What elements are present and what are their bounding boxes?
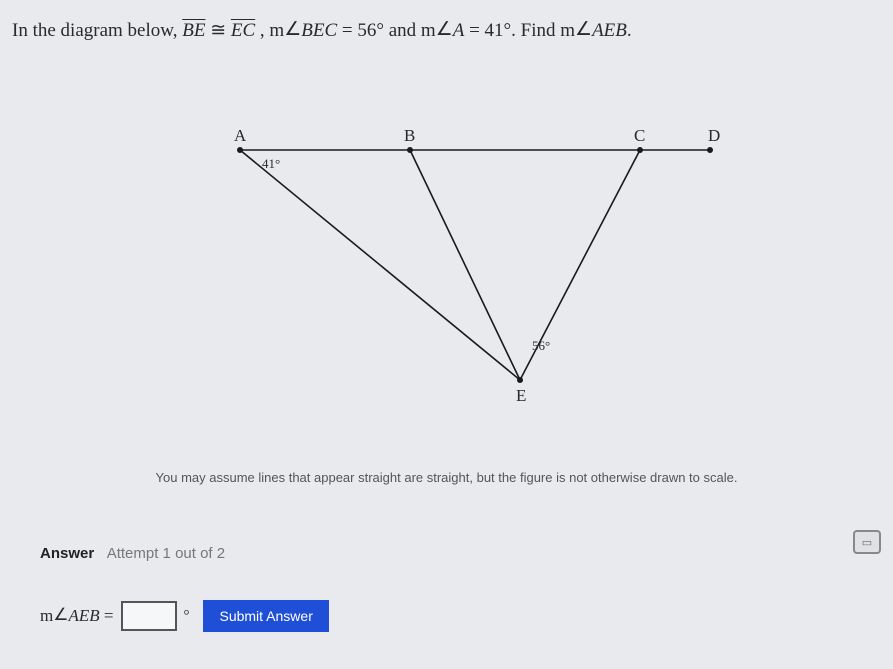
angle-aeb: AEB	[592, 20, 627, 41]
attempt-text: Attempt 1 out of 2	[107, 545, 225, 562]
diagram: A B C D E 41° 56°	[220, 130, 740, 410]
angle-icon: ∠	[53, 605, 68, 625]
angle-input[interactable]	[121, 601, 177, 631]
txt: = 56° and m	[342, 20, 436, 41]
answer-label: Answer	[40, 545, 94, 562]
angle-icon: ∠	[284, 17, 301, 44]
point-label-b: B	[404, 126, 415, 146]
txt: = 41°. Find m	[469, 20, 575, 41]
txt: AEB	[68, 606, 99, 625]
angle-label-e: 56°	[532, 338, 550, 354]
calculator-icon[interactable]: ▭	[853, 530, 881, 554]
angle-label-a: 41°	[262, 156, 280, 172]
answer-input-row: m∠AEB = ° Submit Answer	[40, 600, 329, 632]
point-label-c: C	[634, 126, 645, 146]
angle-bec: BEC	[301, 20, 337, 41]
footnote: You may assume lines that appear straigh…	[0, 470, 893, 485]
point-label-d: D	[708, 126, 720, 146]
input-label: m∠AEB =	[40, 606, 113, 626]
submit-button[interactable]: Submit Answer	[203, 600, 328, 632]
txt: .	[627, 20, 632, 41]
segment-be: BE	[182, 20, 205, 41]
degree-symbol: °	[183, 608, 189, 625]
problem-text: In the diagram below, BE ≅ EC , m∠BEC = …	[12, 18, 632, 45]
angle-a: A	[453, 20, 465, 41]
txt: ≅	[210, 20, 231, 41]
txt: m	[40, 606, 53, 625]
txt: , m	[260, 20, 284, 41]
point-label-a: A	[234, 126, 246, 146]
point-label-e: E	[516, 386, 526, 406]
txt: In the diagram below,	[12, 20, 182, 41]
txt: =	[100, 606, 114, 625]
segment-ec: EC	[231, 20, 255, 41]
answer-heading: Answer Attempt 1 out of 2	[40, 545, 225, 562]
diagram-svg	[220, 130, 740, 410]
angle-icon: ∠	[575, 17, 592, 44]
angle-icon: ∠	[436, 17, 453, 44]
